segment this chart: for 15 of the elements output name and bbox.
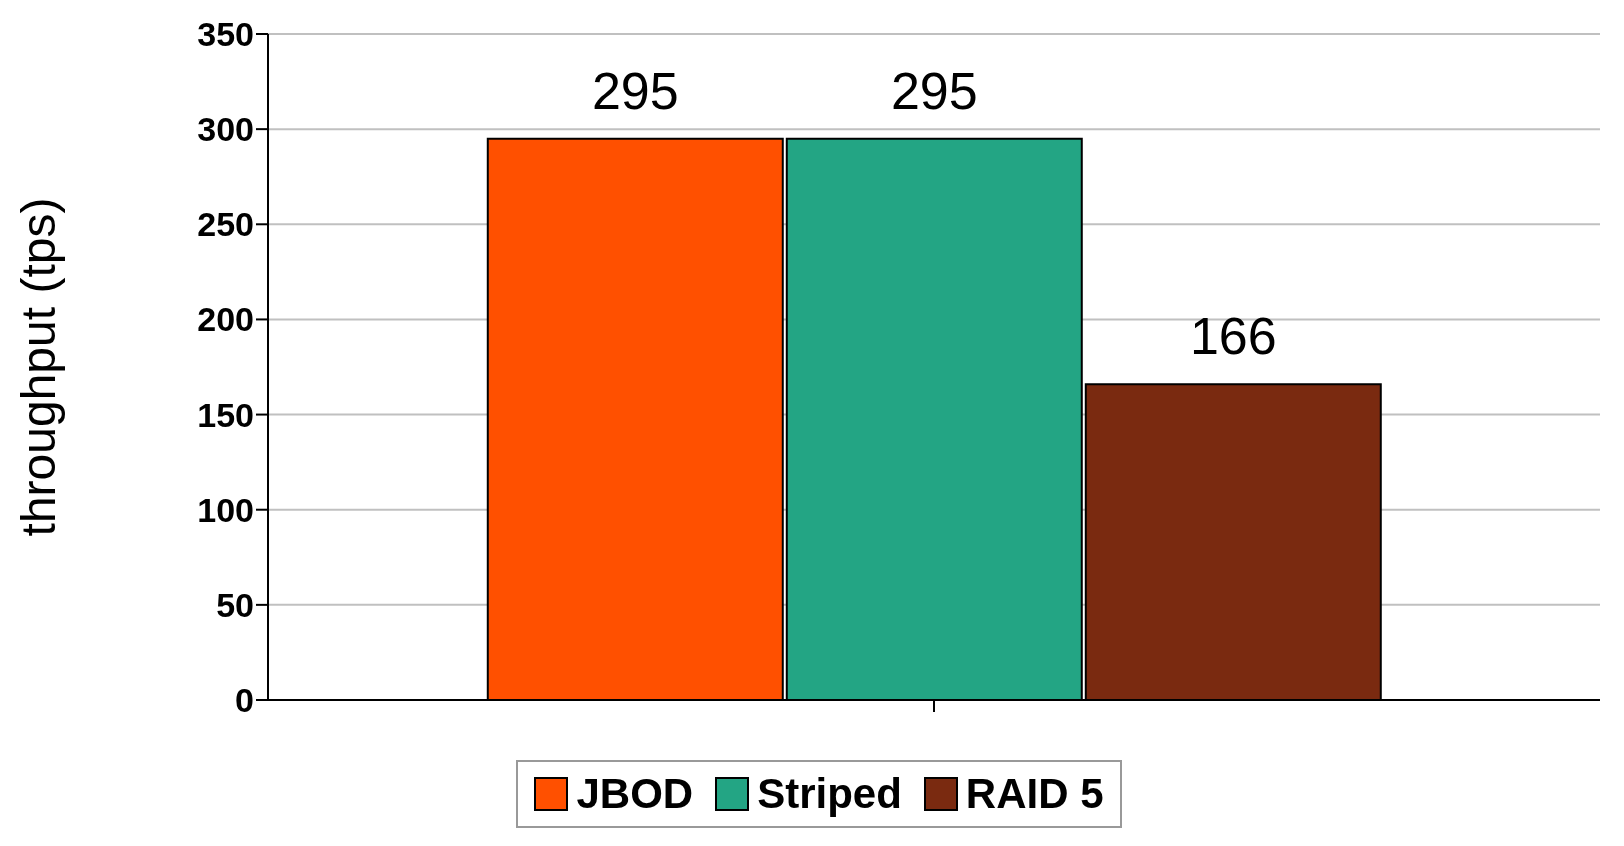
y-tick-label: 100: [197, 490, 254, 529]
y-tick-label: 300: [197, 110, 254, 149]
y-tick-label: 0: [235, 681, 254, 720]
legend-label: JBOD: [576, 770, 694, 818]
data-label: 166: [1189, 307, 1277, 366]
y-tick-label: 50: [216, 585, 254, 624]
y-tick-label: 150: [197, 395, 254, 434]
y-tick-label: 200: [197, 300, 254, 339]
data-label: 295: [890, 61, 978, 120]
y-axis-title: throughput (tps): [12, 197, 66, 537]
y-tick-label: 250: [197, 205, 254, 244]
data-label: 295: [591, 61, 679, 120]
legend-label: RAID 5: [965, 770, 1104, 818]
y-tick-label: 350: [197, 15, 254, 54]
legend-label: Striped: [757, 770, 902, 818]
